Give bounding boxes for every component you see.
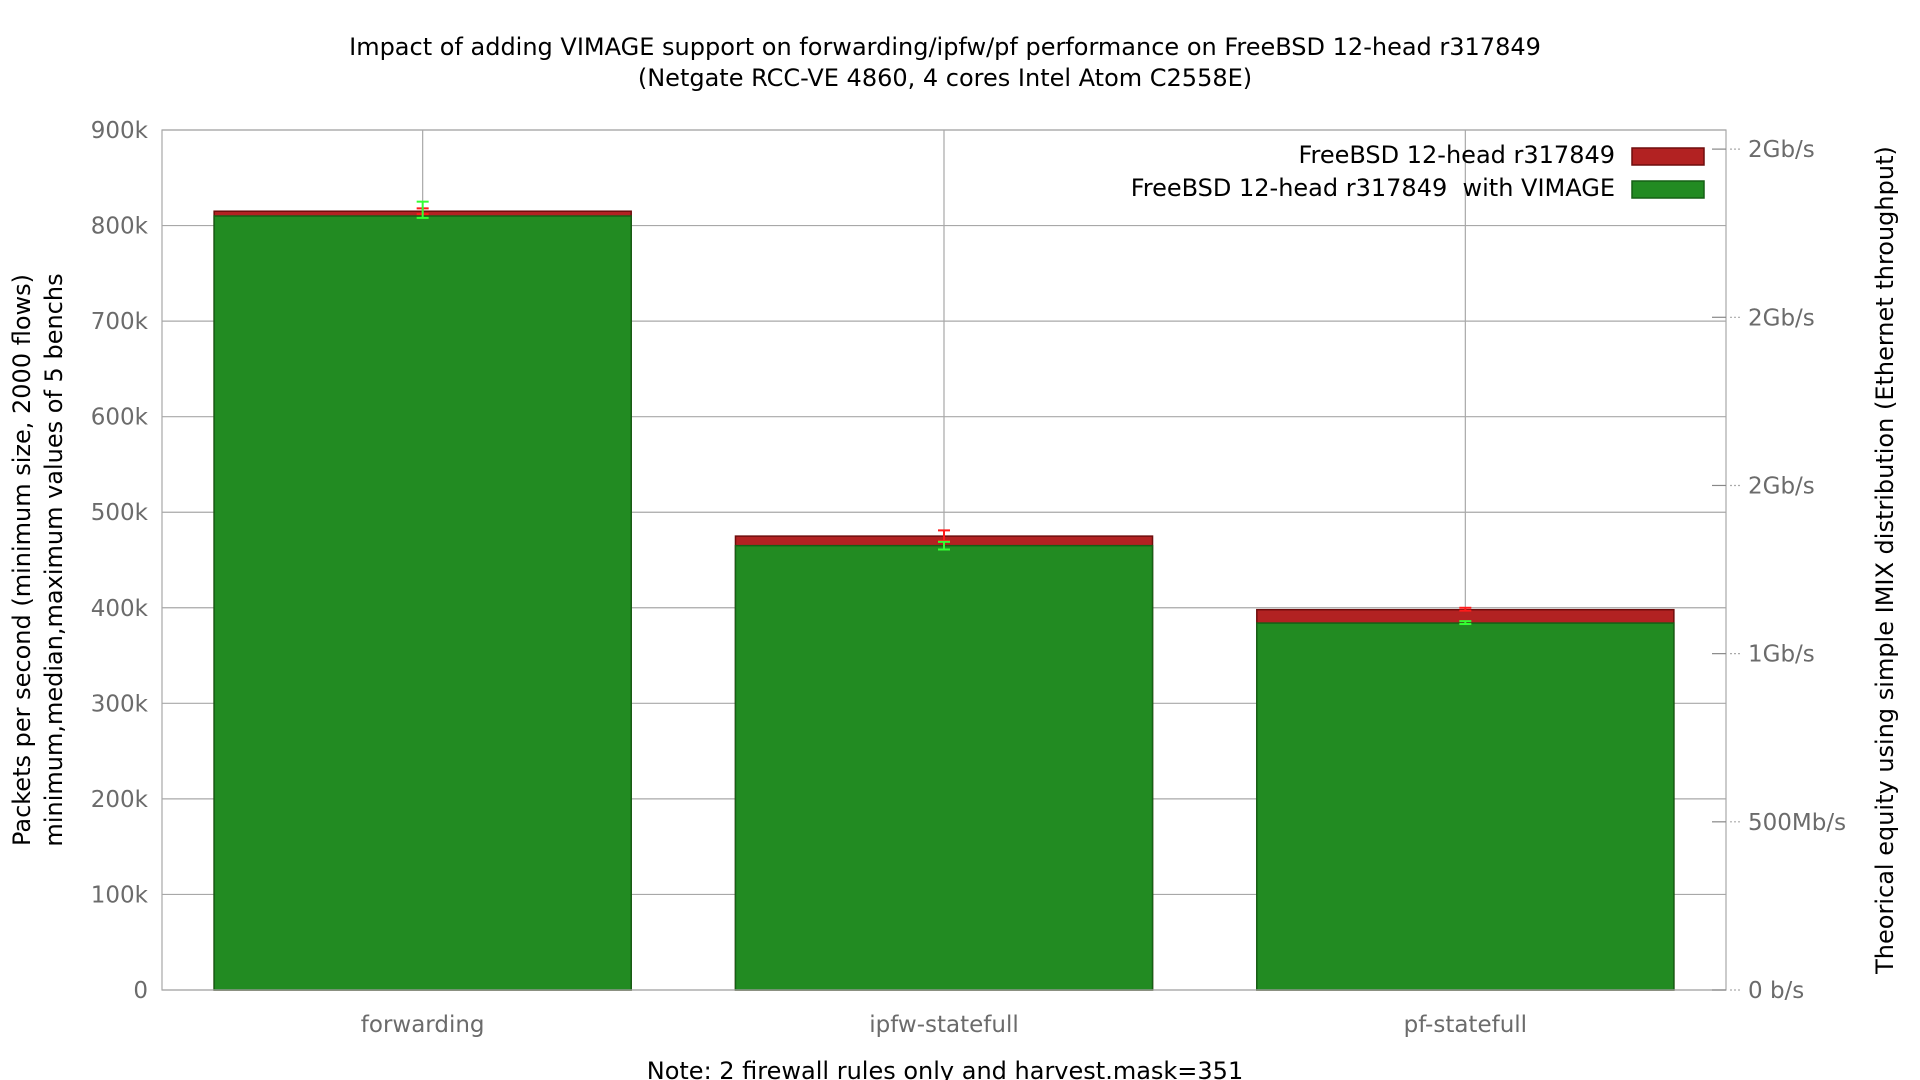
chart-subtitle: (Netgate RCC-VE 4860, 4 cores Intel Atom… (638, 64, 1252, 92)
legend: FreeBSD 12-head r317849 FreeBSD 12-head … (1131, 141, 1705, 202)
legend-swatch-vimage (1631, 180, 1705, 199)
y-axis-label-line-2: minimum,median,maximum values of 5 bench… (40, 273, 68, 846)
y-axis-ticks: 0 100k 200k 300k 400k 500k 600k 700k 800k 900k (91, 118, 149, 1004)
y-tick-label: 500k (91, 500, 149, 526)
y2-tick-label: 0 b/s (1748, 978, 1804, 1004)
legend-label-baseline: FreeBSD 12-head r317849 (1298, 141, 1615, 169)
y-tick-label: 900k (91, 118, 149, 144)
y-axis-label-line-1: Packets per second (minimum size, 2000 f… (8, 274, 36, 846)
y-tick-label: 700k (91, 309, 149, 335)
x-axis-ticks: forwarding ipfw-statefull pf-statefull (361, 1012, 1527, 1038)
plot-frame (161, 129, 1727, 991)
bar-vimage (213, 215, 632, 991)
x-tick-label: ipfw-statefull (869, 1012, 1019, 1038)
error-bars (416, 200, 1472, 626)
y-tick-label: 200k (91, 787, 149, 813)
y2-tick-label: 2Gb/s (1748, 137, 1815, 163)
x-tick-label: forwarding (361, 1012, 485, 1038)
y-tick-label: 0 (133, 978, 148, 1004)
bars (213, 210, 1675, 991)
legend-swatch-baseline (1631, 147, 1705, 166)
y-tick-label: 100k (91, 882, 149, 908)
y-tick-label: 600k (91, 405, 149, 431)
bar-vimage (1256, 622, 1675, 991)
y2-axis-ticks: 0 b/s 500Mb/s 1Gb/s 2Gb/s 2Gb/s 2Gb/s (1712, 137, 1846, 1004)
y2-tick-label: 500Mb/s (1748, 810, 1846, 836)
y2-tick-label: 2Gb/s (1748, 473, 1815, 499)
chart-title: Impact of adding VIMAGE support on forwa… (349, 33, 1541, 61)
y-tick-label: 300k (91, 691, 149, 717)
y2-axis-label: Theorical equity using simple IMIX distr… (1871, 146, 1899, 975)
y2-tick-label: 2Gb/s (1748, 305, 1815, 331)
x-tick-label: pf-statefull (1404, 1012, 1527, 1038)
y-tick-label: 400k (91, 596, 149, 622)
y-tick-label: 800k (91, 214, 149, 240)
y2-tick-label: 1Gb/s (1748, 642, 1815, 668)
x-axis-note: Note: 2 firewall rules only and harvest.… (647, 1057, 1243, 1080)
legend-label-vimage: FreeBSD 12-head r317849 with VIMAGE (1131, 174, 1615, 202)
bar-vimage (734, 544, 1154, 991)
